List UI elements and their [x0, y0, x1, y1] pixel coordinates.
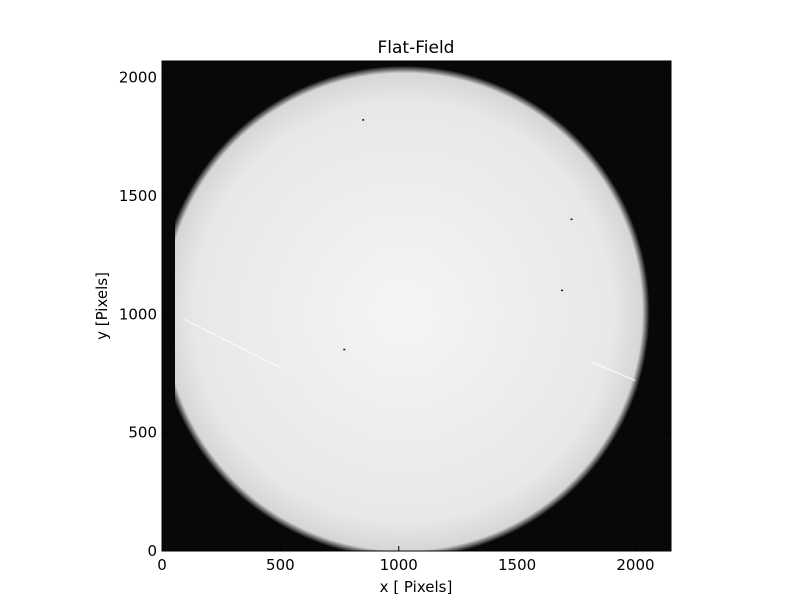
y-tick-label: 1000 — [119, 305, 157, 323]
y-tick-label: 0 — [147, 542, 157, 560]
x-tick-label: 1000 — [380, 556, 418, 574]
x-tick-label: 1500 — [498, 556, 536, 574]
y-tick-label: 2000 — [119, 69, 157, 87]
x-axis-label: x [ Pixels] — [380, 578, 453, 596]
dark-speck — [570, 218, 573, 221]
x-tick-label: 0 — [157, 556, 167, 574]
bright-streak — [590, 361, 636, 382]
chart-title: Flat-Field — [378, 38, 455, 58]
bright-streak — [183, 318, 284, 370]
x-tick-label: 500 — [266, 556, 295, 574]
plot-area — [162, 61, 671, 551]
y-axis-label: y [Pixels] — [93, 272, 111, 340]
dark-speck — [343, 348, 346, 351]
y-axis-ticks: 0 500 1000 1500 2000 — [119, 69, 671, 560]
dark-speck — [561, 289, 564, 292]
artifact-layer — [183, 119, 636, 382]
illuminated-field — [175, 65, 650, 551]
y-tick-label: 1500 — [119, 187, 157, 205]
axes-frame — [161, 60, 672, 552]
x-axis-ticks: 0 500 1000 1500 2000 — [157, 61, 655, 574]
dark-speck — [362, 119, 365, 121]
x-tick-label: 2000 — [616, 556, 654, 574]
y-tick-label: 500 — [128, 424, 157, 442]
